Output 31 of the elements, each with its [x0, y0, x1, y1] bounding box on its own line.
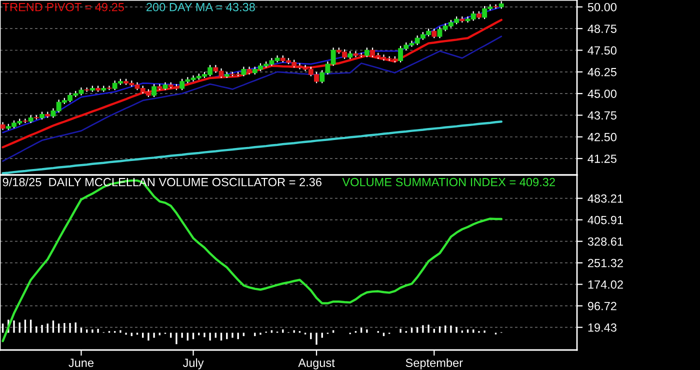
line-series	[2, 120, 502, 174]
candlestick	[106, 85, 112, 91]
x-tick-label: July	[182, 358, 204, 370]
y-tick-label: 328.61	[588, 237, 623, 246]
y-tick-label: 48.75	[588, 24, 616, 33]
y-tick-label: 50.00	[588, 2, 616, 12]
y-tick-label: 47.50	[588, 46, 616, 55]
x-tick-label: September	[406, 358, 463, 370]
y-tick-label: 43.75	[588, 111, 616, 120]
candlestick	[241, 66, 246, 77]
y-tick-label: 251.32	[588, 258, 623, 268]
text: VOLUME SUMMATION INDEX = 409.32	[342, 178, 555, 186]
y-tick-label: 46.25	[588, 68, 616, 76]
line-series	[2, 36, 502, 162]
candlestick	[364, 47, 370, 58]
y-tick-label: 45.00	[588, 90, 616, 98]
x-tick-label: June	[68, 358, 94, 368]
candlestick	[432, 28, 437, 39]
text: TREND PIVOT = 49.25	[2, 2, 124, 12]
y-tick-label: 96.72	[588, 302, 616, 310]
y-tick-label: 41.25	[588, 154, 616, 163]
line-series	[2, 18, 502, 148]
candlestick	[152, 83, 157, 98]
y-tick-label: 405.91	[588, 216, 623, 224]
y-tick-label: 42.50	[588, 132, 616, 142]
y-tick-label: 19.43	[588, 323, 616, 332]
candlestick	[22, 118, 28, 124]
x-tick-label: August	[298, 358, 335, 370]
y-tick-label: 483.21	[588, 194, 623, 203]
y-tick-label: 174.02	[588, 280, 623, 289]
text: 200 DAY MA = 43.38	[146, 2, 255, 12]
